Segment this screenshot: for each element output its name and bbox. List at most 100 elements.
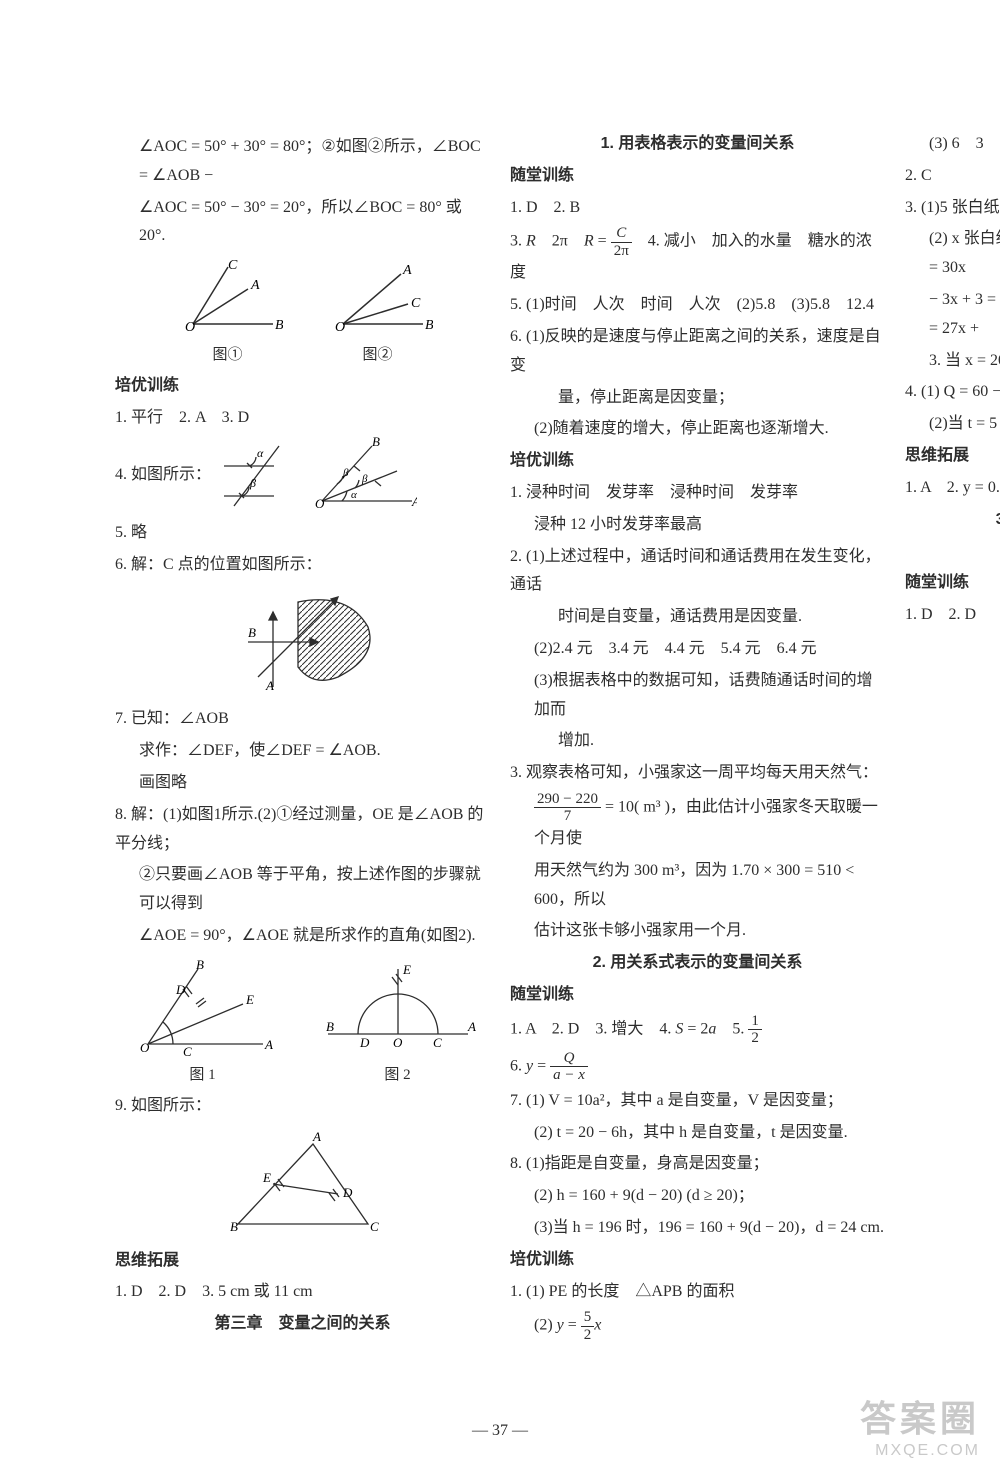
section-heading: 培优训练 xyxy=(510,447,885,476)
text-line: 量，停止距离是因变量； xyxy=(510,384,885,413)
svg-text:O: O xyxy=(140,1040,150,1055)
section-heading: 2. 用关系式表示的变量间关系 xyxy=(510,949,885,978)
text-line: ∠AOE = 90°，∠AOE 就是所求作的直角(如图2). xyxy=(115,922,490,951)
section-heading: 3. 用图象表示的变量间关系 xyxy=(905,506,1000,535)
text-line: (2)2.4 元 3.4 元 4.4 元 5.4 元 6.4 元 xyxy=(510,635,885,664)
svg-text:A: A xyxy=(265,678,274,693)
text-line: 5. (1)时间 人次 时间 人次 (2)5.8 (3)5.8 12.4 xyxy=(510,291,885,320)
svg-text:α: α xyxy=(257,446,264,460)
text-line: ②只要画∠AOB 等于平角，按上述作图的步骤就可以得到 xyxy=(115,861,490,919)
watermark: 答案圈 MXQE.COM xyxy=(860,1390,980,1460)
diagram-parallel-2: O A B α β β xyxy=(307,436,417,516)
diagram-triangle: A B C E D xyxy=(218,1129,388,1239)
text-line: 用天然气约为 300 m³，因为 1.70 × 300 = 510 < 600，… xyxy=(510,857,885,915)
text-line: (2) t = 20 − 6h，其中 h 是自变量，t 是因变量. xyxy=(510,1119,885,1148)
text-line: 5. 略 xyxy=(115,519,490,548)
svg-text:C: C xyxy=(411,296,421,311)
svg-text:B: B xyxy=(248,625,256,640)
svg-text:A: A xyxy=(467,1019,476,1034)
svg-text:B: B xyxy=(275,318,283,333)
text-line: 2. (1)上述过程中，通话时间和通话费用在发生变化，通话 xyxy=(510,543,885,601)
text-line: (2) x 张白纸黏合后的总长度为：y = 30x − 3(x − 1) = 3… xyxy=(905,225,1000,283)
text-line: (2)当 t = 5 时，Q = 60 − 3 × 5 = 45( m³ ). xyxy=(905,410,1000,439)
text-line: (3)当 h = 196 时，196 = 160 + 9(d − 20)，d =… xyxy=(510,1214,885,1243)
svg-text:A: A xyxy=(264,1037,273,1052)
text-line: 1. A 2. y = 0.3x + 6 xyxy=(905,474,1000,503)
diagram-bisector-1: O A B E D C xyxy=(128,959,278,1059)
text-line: (2)随着速度的增大，停止距离也逐渐增大. xyxy=(510,415,885,444)
chapter-heading: 第三章 变量之间的关系 xyxy=(115,1310,490,1339)
svg-text:E: E xyxy=(262,1170,271,1185)
text-line: 增加. xyxy=(510,727,885,756)
svg-text:O: O xyxy=(393,1035,403,1050)
figure-caption: 图① xyxy=(212,343,242,364)
text-line: 时间是自变量，通话费用是因变量. xyxy=(510,603,885,632)
svg-text:O: O xyxy=(335,320,345,335)
watermark-text-2: MXQE.COM xyxy=(860,1442,980,1460)
svg-text:A: A xyxy=(411,494,417,509)
text-line: 1. 平行 2. A 3. D xyxy=(115,404,490,433)
figure-caption: 图② xyxy=(362,343,392,364)
svg-text:C: C xyxy=(433,1035,442,1050)
text-line: 3. 观察表格可知，小强家这一周平均每天用天然气： xyxy=(510,759,885,788)
svg-text:O: O xyxy=(185,320,195,335)
text-line: 7. (1) V = 10a²，其中 a 是自变量，V 是因变量； xyxy=(510,1087,885,1116)
svg-text:B: B xyxy=(425,318,433,333)
svg-text:B: B xyxy=(196,959,204,972)
svg-text:B: B xyxy=(372,436,380,449)
section-heading: 随堂训练 xyxy=(905,569,1000,598)
text-line: 估计这张卡够小强家用一个月. xyxy=(510,917,885,946)
svg-text:A: A xyxy=(250,278,260,293)
text-line: ∠AOC = 50° + 30° = 80°；②如图②所示，∠BOC = ∠AO… xyxy=(115,133,490,191)
svg-text:β: β xyxy=(361,473,368,485)
figure-row-q8: O A B E D C 图 1 B A O E D xyxy=(115,959,490,1084)
text-line: 7. 已知：∠AOB xyxy=(115,705,490,734)
text-line: 1. (1) PE 的长度 △APB 的面积 xyxy=(510,1278,885,1307)
svg-text:D: D xyxy=(359,1035,370,1050)
text-line-with-figs: 4. 如图所示： α β xyxy=(115,436,490,516)
section-heading: 思维拓展 xyxy=(905,442,1000,471)
section-heading: 培优训练 xyxy=(510,1246,885,1275)
two-column-layout: ∠AOC = 50° + 30° = 80°；②如图②所示，∠BOC = ∠AO… xyxy=(115,130,885,1370)
figure-row-q6: B A xyxy=(115,587,490,697)
diagram-parallel-1: α β xyxy=(219,441,299,511)
text-line: 6. (1)反映的是速度与停止距离之间的关系，速度是自变 xyxy=(510,323,885,381)
text-line: 4. (1) Q = 60 − 3t； xyxy=(905,378,1000,407)
text-line: 3. (1)5 张白纸黏合后的长度是 30×5 − 4×3 = 138(cm)； xyxy=(905,194,1000,223)
section-heading: 课时 1 xyxy=(905,537,1000,566)
section-heading: 思维拓展 xyxy=(115,1247,490,1276)
figure-row-1: O B A C 图① O B C A 图② xyxy=(115,259,490,364)
svg-text:B: B xyxy=(326,1019,334,1034)
figure-row-q9: A B C E D xyxy=(115,1129,490,1239)
svg-text:A: A xyxy=(402,263,412,278)
text-line: (3)根据表格中的数据可知，话费随通话时间的增加而 xyxy=(510,667,885,725)
text-line: − 3x + 3 = 27x + 3，所以 y 与 x 之间的关系式为 y = … xyxy=(905,286,1000,344)
diagram-angle-1: O B A C xyxy=(173,259,283,339)
svg-text:α: α xyxy=(351,489,357,501)
text-line: 浸种 12 小时发芽率最高 xyxy=(510,511,885,540)
text-line: (2) h = 160 + 9(d − 20) (d ≥ 20)； xyxy=(510,1182,885,1211)
text-line: 1. D 2. B xyxy=(510,194,885,223)
svg-text:C: C xyxy=(370,1219,379,1234)
text-line: 求作：∠DEF，使∠DEF = ∠AOB. xyxy=(115,737,490,766)
svg-text:C: C xyxy=(183,1044,192,1059)
svg-text:C: C xyxy=(228,259,238,273)
section-heading: 1. 用表格表示的变量间关系 xyxy=(510,130,885,159)
text-line: 6. 解：C 点的位置如图所示： xyxy=(115,551,490,580)
svg-text:β: β xyxy=(342,467,349,479)
section-heading: 培优训练 xyxy=(115,372,490,401)
text-line: 2. C xyxy=(905,162,1000,191)
section-heading: 随堂训练 xyxy=(510,162,885,191)
svg-text:D: D xyxy=(175,982,186,997)
text-line: 8. (1)指距是自变量，身高是因变量； xyxy=(510,1150,885,1179)
text-line: 3. 当 x = 20 时，y = 27 × 20 + 3 = 543(cm). xyxy=(905,347,1000,376)
svg-text:β: β xyxy=(249,476,256,490)
text-line: 8. 解：(1)如图1所示.(2)①经过测量，OE 是∠AOB 的平分线； xyxy=(115,801,490,859)
page-number: — 37 — xyxy=(0,1422,1000,1440)
text-line: 1. 浸种时间 发芽率 浸种时间 发芽率 xyxy=(510,479,885,508)
svg-text:E: E xyxy=(245,992,254,1007)
diagram-angle-2: O B C A xyxy=(323,259,433,339)
text-line: 3. R 2π R = C2π 4. 减小 加入的水量 糖水的浓度 xyxy=(510,225,885,288)
watermark-text-1: 答案圈 xyxy=(860,1390,980,1442)
text-line: (2) y = 52x xyxy=(510,1309,885,1343)
